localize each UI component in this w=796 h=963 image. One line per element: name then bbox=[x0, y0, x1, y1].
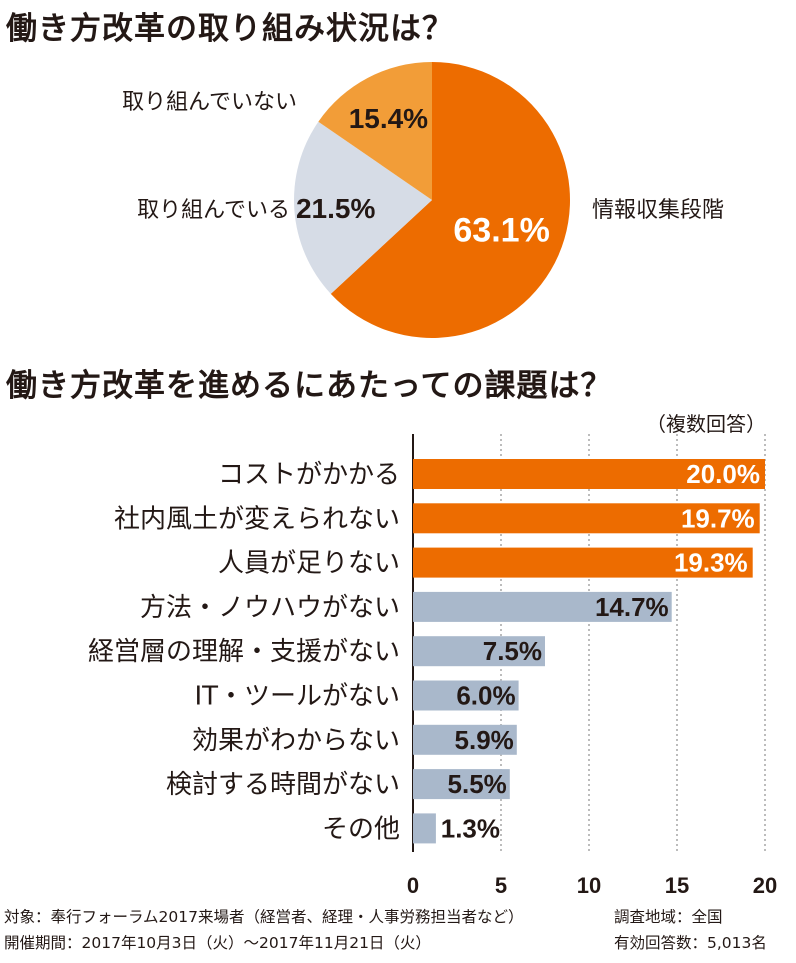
bar-value-label: 7.5% bbox=[483, 636, 542, 666]
pie-slice bbox=[318, 62, 432, 200]
category-label: 効果がわからない bbox=[192, 726, 400, 756]
pie-slice-label: 取り組んでいる bbox=[137, 198, 290, 223]
footer-area: 調査地域：全国 bbox=[614, 908, 723, 926]
bar-chart-title: 働き方改革を進めるにあたっての課題は？ bbox=[6, 368, 613, 404]
pie-slice bbox=[330, 62, 571, 339]
footer-count: 有効回答数：5,013名 bbox=[614, 934, 767, 952]
x-tick-label: 10 bbox=[577, 873, 601, 898]
bar bbox=[413, 503, 760, 534]
bar bbox=[413, 459, 765, 489]
bar-value-label: 19.7% bbox=[681, 503, 755, 533]
x-tick-label: 20 bbox=[753, 873, 777, 898]
category-label: 人員が足りない bbox=[218, 549, 400, 579]
bar bbox=[413, 680, 519, 711]
x-tick-label: 0 bbox=[407, 873, 419, 898]
bar bbox=[413, 769, 510, 800]
category-label: その他 bbox=[322, 814, 400, 844]
category-label: コストがかかる bbox=[218, 460, 400, 490]
pie-chart: 63.1% 情報収集段階 21.5%取り組んでいる 15.4% 取り組んでいない bbox=[122, 62, 724, 339]
bar bbox=[413, 724, 517, 755]
pie-slice-value: 21.5% bbox=[296, 193, 375, 224]
pie-slice-label: 取り組んでいない bbox=[122, 90, 297, 115]
category-label: 社内風土が変えられない bbox=[114, 504, 400, 534]
bar bbox=[413, 547, 753, 578]
bar bbox=[413, 591, 672, 622]
category-label: IT・ツールがない bbox=[194, 682, 400, 712]
pie-slice bbox=[294, 121, 432, 294]
bar-value-label: 1.3% bbox=[441, 813, 500, 843]
pie-slice-value: 15.4% bbox=[349, 103, 428, 134]
bar-chart: コストがかかる 20.0% 社内風土が変えられない 19.7% 人員が足りない 19.3%… bbox=[88, 434, 777, 898]
category-label: 方法・ノウハウがない bbox=[140, 593, 400, 623]
x-tick-label: 5 bbox=[495, 873, 507, 898]
bar-chart-note: （複数回答） bbox=[646, 412, 766, 436]
bar-value-label: 5.5% bbox=[448, 769, 507, 799]
bar-value-label: 20.0% bbox=[686, 459, 760, 489]
pie-slice-label: 情報収集段階 bbox=[592, 198, 724, 223]
bar-value-label: 19.3% bbox=[674, 548, 748, 578]
bar-value-label: 5.9% bbox=[455, 725, 514, 755]
bar-value-label: 6.0% bbox=[456, 681, 515, 711]
bar-value-label: 14.7% bbox=[595, 592, 669, 622]
footer-target: 対象：奉行フォーラム2017来場者（経営者、経理・人事労務担当者など） bbox=[4, 908, 524, 926]
bar bbox=[413, 813, 436, 844]
bar bbox=[413, 636, 545, 667]
pie-slice-value: 63.1% bbox=[453, 211, 549, 249]
footer-period: 開催期間：2017年10月3日（火）〜2017年11月21日（火） bbox=[4, 934, 431, 952]
category-label: 検討する時間がない bbox=[166, 770, 400, 800]
category-label: 経営層の理解・支援がない bbox=[88, 637, 400, 667]
x-tick-label: 15 bbox=[665, 873, 689, 898]
pie-chart-title: 働き方改革の取り組み状況は？ bbox=[6, 11, 454, 47]
